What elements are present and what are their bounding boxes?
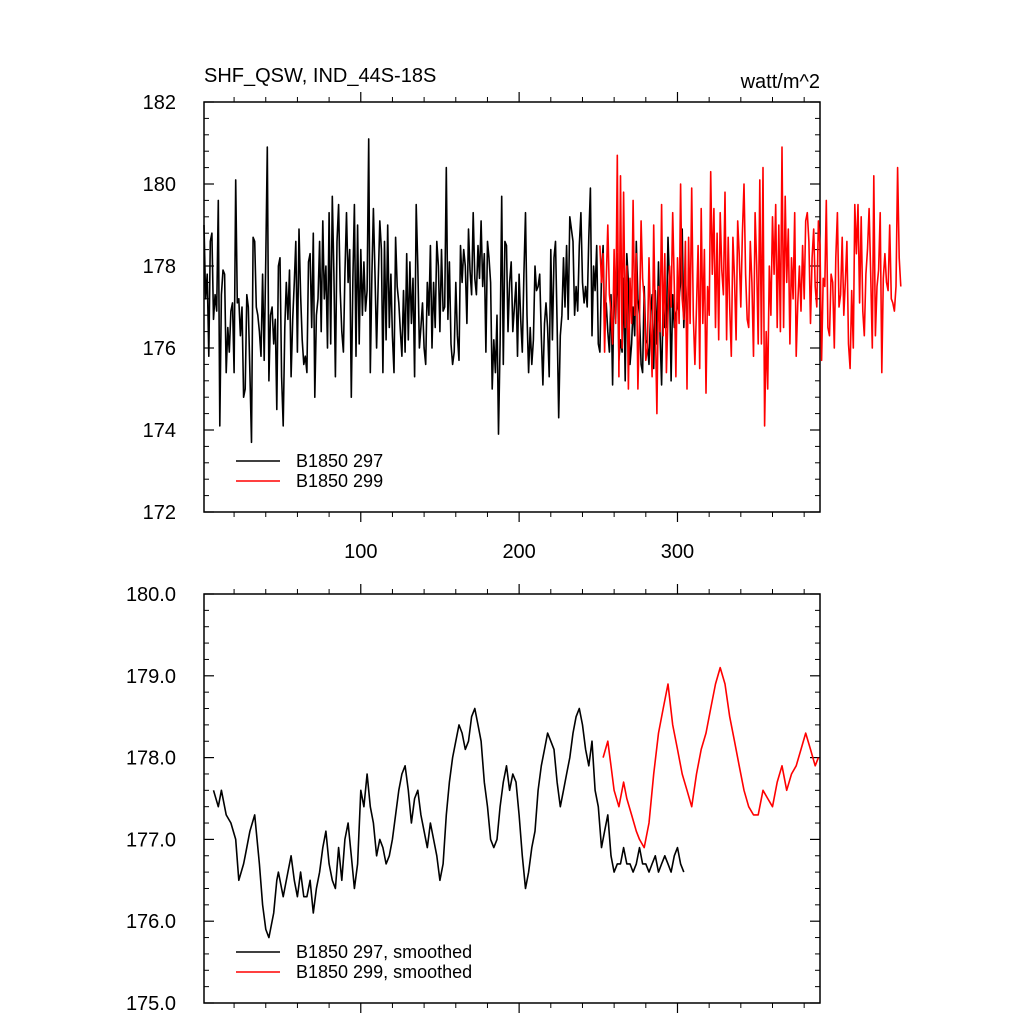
plot-frame-2 [203, 593, 821, 1004]
y-tick-label: 180 [143, 174, 176, 196]
units-label: watt/m^2 [740, 71, 820, 93]
plot-frame-1 [203, 101, 821, 513]
legend-label: B1850 299 [296, 471, 383, 491]
y-tick-label: 179.0 [126, 666, 176, 688]
series-line-b1850-297 [203, 138, 688, 444]
y-tick-label: 172 [143, 502, 176, 524]
y-tick-label: 176 [143, 338, 176, 360]
y-tick-label: 177.0 [126, 829, 176, 851]
series-line-b1850-297-smoothed [212, 707, 685, 939]
series-line-b1850-299 [599, 146, 902, 427]
x-tick-label: 100 [344, 541, 377, 563]
series-line-b1850-299-smoothed [602, 666, 820, 849]
y-tick-label: 175.0 [126, 993, 176, 1015]
legend-label: B1850 297 [296, 451, 383, 471]
chart-title: SHF_QSW, IND_44S-18S [204, 65, 436, 87]
y-tick-label: 178.0 [126, 748, 176, 770]
legend-label: B1850 297, smoothed [296, 942, 472, 962]
y-tick-label: 182 [143, 92, 176, 114]
x-tick-label: 200 [502, 541, 535, 563]
legend-label: B1850 299, smoothed [296, 962, 472, 982]
x-tick-label: 300 [661, 541, 694, 563]
y-tick-label: 176.0 [126, 911, 176, 933]
y-tick-label: 178 [143, 256, 176, 278]
y-tick-label: 174 [143, 420, 176, 442]
y-tick-label: 180.0 [126, 584, 176, 606]
